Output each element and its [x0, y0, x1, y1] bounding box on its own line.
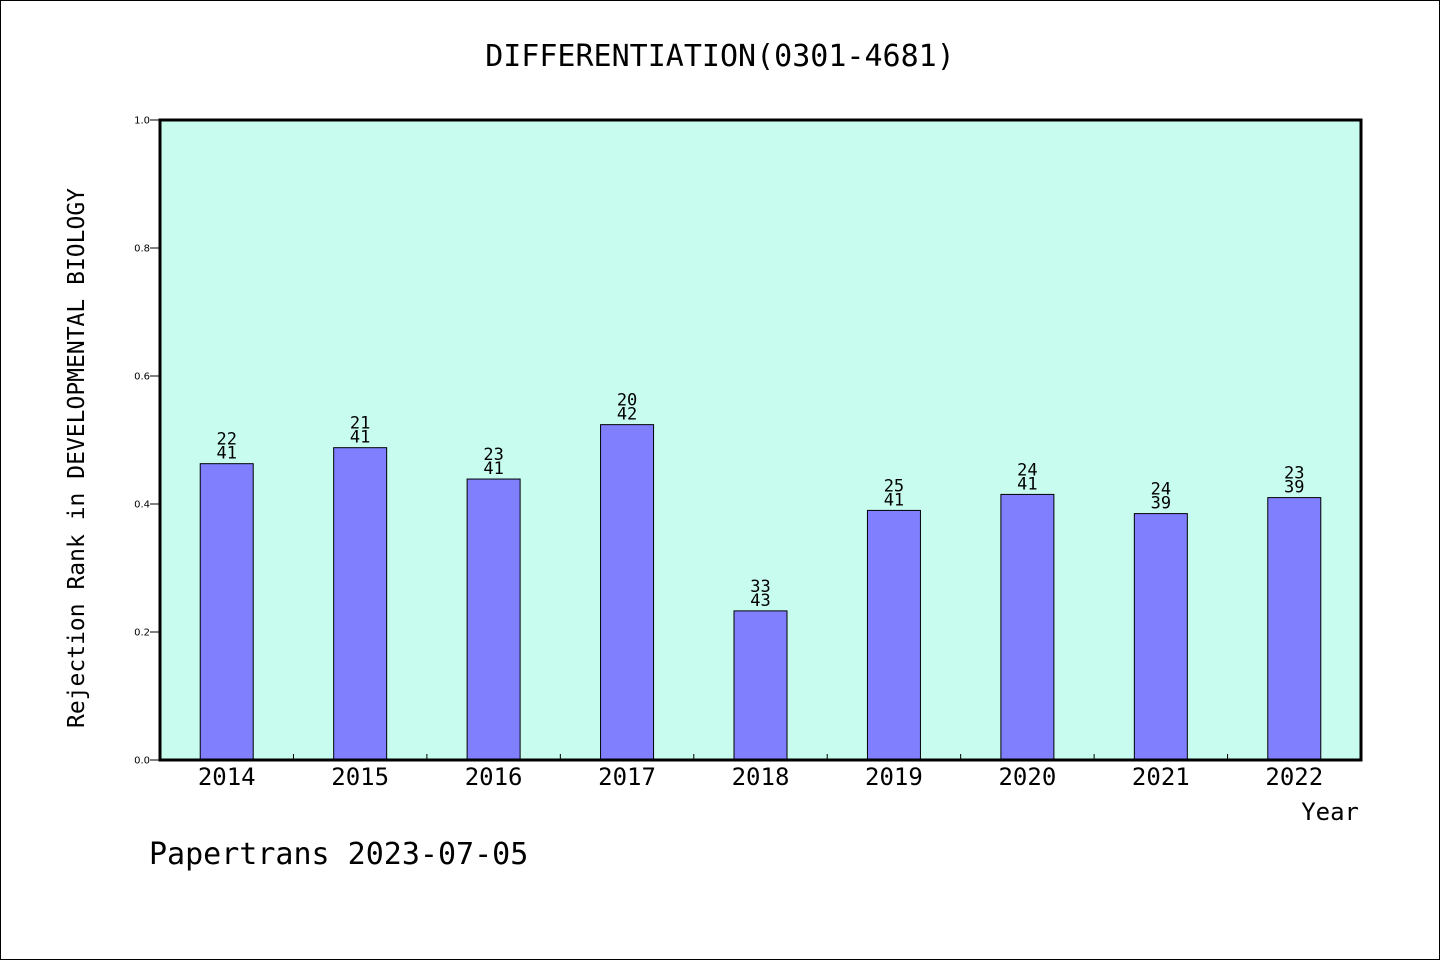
x-tick-label-2017: 2017 — [598, 763, 656, 791]
bar-2021 — [1133, 513, 1188, 761]
x-tick-label-2018: 2018 — [732, 763, 790, 791]
bar-2022 — [1267, 497, 1322, 761]
data-label-2018-bottom: 43 — [750, 591, 770, 611]
data-label-2015-top: 21 — [350, 414, 370, 434]
x-tick-label-2019: 2019 — [865, 763, 923, 791]
data-label-2016-top: 23 — [483, 445, 503, 465]
x-tick-label-2022: 2022 — [1265, 763, 1323, 791]
footer-credit: Papertrans 2023-07-05 — [149, 837, 528, 872]
y-tick-label-1.0: 1.0 — [134, 116, 150, 127]
bar-2018 — [733, 610, 788, 761]
bar-2019 — [866, 509, 921, 761]
bar-2020 — [1000, 493, 1055, 761]
data-label-2018-top: 33 — [750, 577, 770, 597]
y-tick-label-0.8: 0.8 — [134, 244, 150, 255]
data-label-2021-top: 24 — [1151, 480, 1171, 500]
y-tick-label-0.0: 0.0 — [134, 756, 150, 767]
data-label-2021-bottom: 39 — [1151, 494, 1171, 514]
x-axis-label: Year — [1301, 798, 1359, 826]
data-label-2022-top: 23 — [1284, 464, 1304, 484]
x-tick-label-2021: 2021 — [1132, 763, 1190, 791]
x-tick-label-2020: 2020 — [998, 763, 1056, 791]
y-axis-label: Rejection Rank in DEVELOPMENTAL BIOLOGY — [64, 188, 90, 728]
data-label-2014-top: 22 — [216, 430, 236, 450]
x-ticks-group: 2014 2015 2016 2017 2018 2019 2020 2021 2022 — [198, 754, 1323, 791]
y-tick-label-0.6: 0.6 — [134, 372, 150, 383]
data-label-2020-bottom: 41 — [1017, 474, 1037, 494]
data-label-2014-bottom: 41 — [216, 444, 236, 464]
data-label-2020-top: 24 — [1017, 460, 1037, 480]
bar-2014 — [199, 463, 254, 761]
data-label-2022-bottom: 39 — [1284, 478, 1304, 498]
data-label-2017-top: 20 — [617, 391, 637, 411]
bars-group — [199, 424, 1322, 761]
bar-2015 — [333, 447, 388, 761]
data-label-2019-bottom: 41 — [884, 490, 904, 510]
bar-2016 — [466, 478, 521, 761]
data-label-2015-bottom: 41 — [350, 428, 370, 448]
x-tick-label-2014: 2014 — [198, 763, 256, 791]
bar-2017 — [600, 424, 655, 761]
data-label-2016-bottom: 41 — [483, 459, 503, 479]
chart-title: DIFFERENTIATION(0301-4681) — [485, 39, 955, 74]
y-tick-label-0.4: 0.4 — [134, 500, 150, 511]
y-ticks-group: 0.0 0.2 0.4 0.6 0.8 1.0 — [134, 116, 160, 767]
plot-border — [158, 118, 1363, 762]
data-label-2017-bottom: 42 — [617, 405, 637, 425]
x-tick-label-2015: 2015 — [331, 763, 389, 791]
data-label-2019-top: 25 — [884, 476, 904, 496]
y-tick-label-0.2: 0.2 — [134, 628, 150, 639]
x-tick-label-2016: 2016 — [465, 763, 523, 791]
